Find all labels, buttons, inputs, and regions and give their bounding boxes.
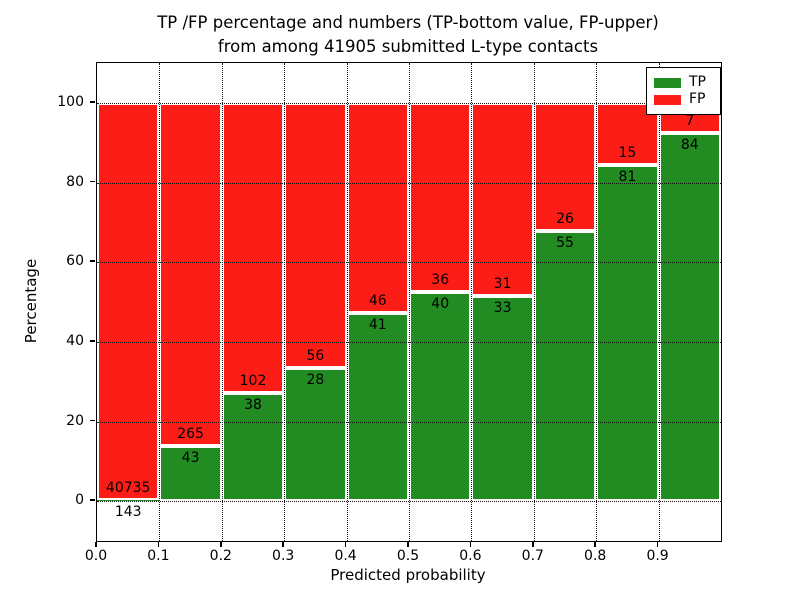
- x-tick-label: 0.8: [584, 548, 607, 564]
- x-tick-label: 0.3: [272, 548, 295, 564]
- x-tick-label: 0.5: [396, 548, 420, 564]
- x-tick-mark: [95, 541, 97, 547]
- gridline-vertical: [346, 63, 348, 541]
- x-tick-label: 0.4: [334, 548, 357, 564]
- fp-swatch-icon: [654, 94, 681, 105]
- fp-count-label: 15: [618, 145, 637, 162]
- x-tick-label: 0.6: [459, 548, 482, 564]
- legend-item-tp: TP: [654, 75, 720, 90]
- gridline-vertical: [596, 63, 598, 541]
- x-tick-mark: [532, 541, 534, 547]
- y-tick-label: 20: [66, 412, 84, 429]
- tp-bar-segment: [159, 445, 222, 502]
- gridline-vertical: [409, 63, 410, 541]
- x-tick-label: 0.9: [646, 548, 669, 564]
- y-tick-label: 100: [57, 93, 84, 110]
- tp-count-label: 143: [114, 503, 142, 520]
- x-axis-label: Predicted probability: [330, 566, 486, 584]
- tp-bar-segment: [596, 165, 659, 502]
- y-tick-label: 80: [66, 173, 84, 190]
- legend-label-tp: TP: [689, 74, 706, 90]
- tp-count-label: 84: [680, 137, 699, 154]
- fp-bar-segment: [409, 102, 472, 292]
- fp-count-label: 31: [493, 275, 512, 292]
- x-tick-mark: [594, 541, 596, 547]
- fp-count-label: 102: [239, 373, 267, 390]
- x-tick-label: 0.7: [521, 548, 544, 564]
- tp-count-label: 41: [368, 317, 387, 334]
- gridline-vertical: [471, 63, 473, 541]
- gridline-vertical: [159, 63, 161, 541]
- tp-bar-segment: [346, 313, 409, 502]
- x-tick-mark: [656, 541, 659, 547]
- y-axis-label: Percentage: [22, 258, 40, 344]
- fp-count-label: 265: [177, 425, 204, 442]
- gridline-vertical: [284, 63, 286, 541]
- chart-title: TP /FP percentage and numbers (TP-bottom…: [157, 13, 659, 32]
- tp-swatch-icon: [654, 77, 681, 88]
- tp-count-label: 40: [431, 295, 450, 312]
- y-tick-mark: [89, 101, 95, 103]
- y-tick-mark: [89, 260, 95, 262]
- tp-bar-segment: [658, 133, 721, 502]
- tp-bar-segment: [221, 393, 285, 502]
- fp-bar-segment: [159, 102, 222, 446]
- tp-count-label: 28: [306, 372, 325, 389]
- tp-count-label: 81: [618, 169, 637, 186]
- x-tick-label: 0.0: [84, 548, 108, 564]
- y-tick-mark: [89, 419, 95, 422]
- chart-subtitle: from among 41905 submitted L-type contac…: [217, 37, 599, 56]
- tp-count-label: 38: [244, 397, 262, 414]
- x-tick-label: 0.2: [209, 548, 232, 564]
- legend-item-fp: FP: [654, 92, 720, 107]
- y-tick-mark: [89, 340, 95, 342]
- plot-area: 40735 143 265 43 102 38 56 28 46 41 36 40 31 33 26 55 15…: [96, 62, 722, 542]
- fp-count-label: 40735: [105, 479, 151, 496]
- fp-bar-segment: [284, 102, 347, 369]
- tp-bar-segment: [97, 499, 160, 502]
- y-tick-label: 40: [66, 332, 84, 349]
- y-tick-mark: [89, 499, 95, 501]
- x-tick-mark: [469, 541, 472, 547]
- gridline-vertical: [658, 63, 660, 541]
- x-tick-mark: [282, 541, 284, 547]
- fp-bar-segment: [221, 102, 285, 394]
- tp-count-label: 55: [556, 234, 574, 251]
- fp-bar-segment: [471, 102, 534, 296]
- fp-bar-segment: [97, 102, 160, 500]
- gridline-vertical: [533, 63, 535, 541]
- tp-bar-segment: [409, 291, 472, 502]
- fp-bar-segment: [346, 102, 409, 314]
- fp-count-label: 36: [431, 271, 450, 288]
- fp-count-label: 56: [306, 348, 325, 365]
- tp-bar-segment: [284, 368, 347, 502]
- tp-count-label: 33: [493, 299, 512, 316]
- fp-count-label: 26: [556, 210, 574, 227]
- x-tick-mark: [344, 541, 347, 547]
- tp-count-label: 43: [181, 449, 200, 466]
- x-tick-mark: [220, 541, 222, 547]
- y-tick-label: 0: [75, 492, 84, 509]
- tp-bar-segment: [533, 230, 597, 502]
- fp-count-label: 7: [685, 113, 695, 130]
- y-tick-label: 60: [66, 253, 84, 270]
- x-tick-label: 0.1: [147, 548, 170, 564]
- tp-bar-segment: [471, 295, 534, 502]
- fp-bar-segment: [533, 102, 597, 231]
- x-tick-mark: [157, 541, 160, 547]
- y-tick-mark: [89, 180, 95, 183]
- x-tick-mark: [407, 541, 409, 547]
- legend: TP FP: [646, 67, 721, 115]
- fp-count-label: 46: [368, 293, 387, 310]
- legend-label-fp: FP: [689, 91, 706, 107]
- gridline-vertical: [221, 63, 223, 541]
